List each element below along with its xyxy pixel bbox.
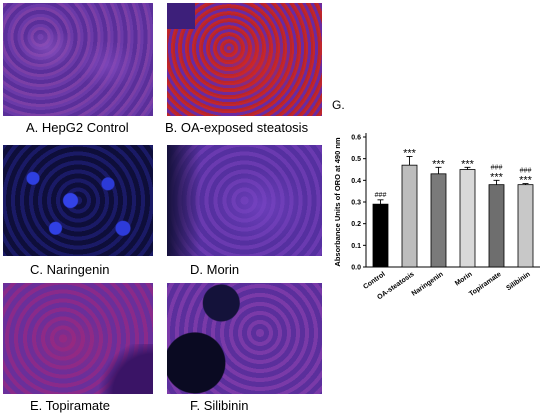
caption-f: F. Silibinin — [190, 398, 249, 413]
chart-panel-label: G. — [332, 98, 345, 112]
category-label: Naringenin — [411, 271, 445, 298]
significance-marker: *** — [461, 158, 475, 170]
caption-d: D. Morin — [190, 262, 240, 277]
bar — [517, 184, 534, 268]
micrograph-oa-steatosis — [167, 3, 322, 116]
y-tick-label: 0.3 — [351, 200, 361, 207]
absorbance-bar-chart: G. Absorbance Units of ORO at 490 nm 0.0… — [332, 98, 540, 301]
y-tick-label: 0.4 — [351, 178, 361, 185]
micrograph-topiramate — [3, 283, 153, 394]
chart-y-axis-label: Absorbance Units of ORO at 490 nm — [333, 137, 342, 267]
bar — [459, 169, 476, 268]
caption-c: C. Naringenin — [30, 262, 110, 277]
y-tick-label: 0.2 — [351, 221, 361, 228]
micrograph-morin — [167, 145, 322, 256]
significance-marker: *** — [519, 175, 533, 187]
bar — [401, 164, 418, 268]
category-label: Topiramate — [468, 271, 503, 298]
category-label: Silibinin — [505, 271, 531, 292]
bar — [372, 203, 389, 268]
significance-marker: ### — [520, 168, 532, 175]
significance-marker: *** — [490, 171, 504, 183]
y-tick-label: 0.1 — [351, 243, 361, 250]
significance-marker: *** — [403, 148, 417, 160]
caption-e: E. Topiramate — [30, 398, 110, 413]
category-label: Morin — [454, 271, 474, 288]
y-tick-label: 0.5 — [351, 156, 361, 163]
bar — [488, 184, 505, 268]
significance-marker: ### — [375, 192, 387, 199]
y-tick-label: 0.0 — [351, 265, 361, 272]
bar — [430, 173, 447, 268]
micrograph-silibinin — [167, 283, 322, 394]
chart-bars — [372, 156, 534, 268]
category-label: Control — [362, 271, 386, 291]
significance-marker: ### — [491, 164, 503, 171]
caption-b: B. OA-exposed steatosis — [165, 120, 309, 135]
chart-axes: 0.0 0.1 0.2 0.3 0.4 0.5 0.6 — [351, 133, 540, 272]
caption-a: A. HepG2 Control — [26, 120, 129, 135]
significance-marker: *** — [432, 158, 446, 170]
y-tick-label: 0.6 — [351, 135, 361, 142]
micrograph-hepg2-control — [3, 3, 153, 116]
micrograph-naringenin — [3, 145, 153, 256]
